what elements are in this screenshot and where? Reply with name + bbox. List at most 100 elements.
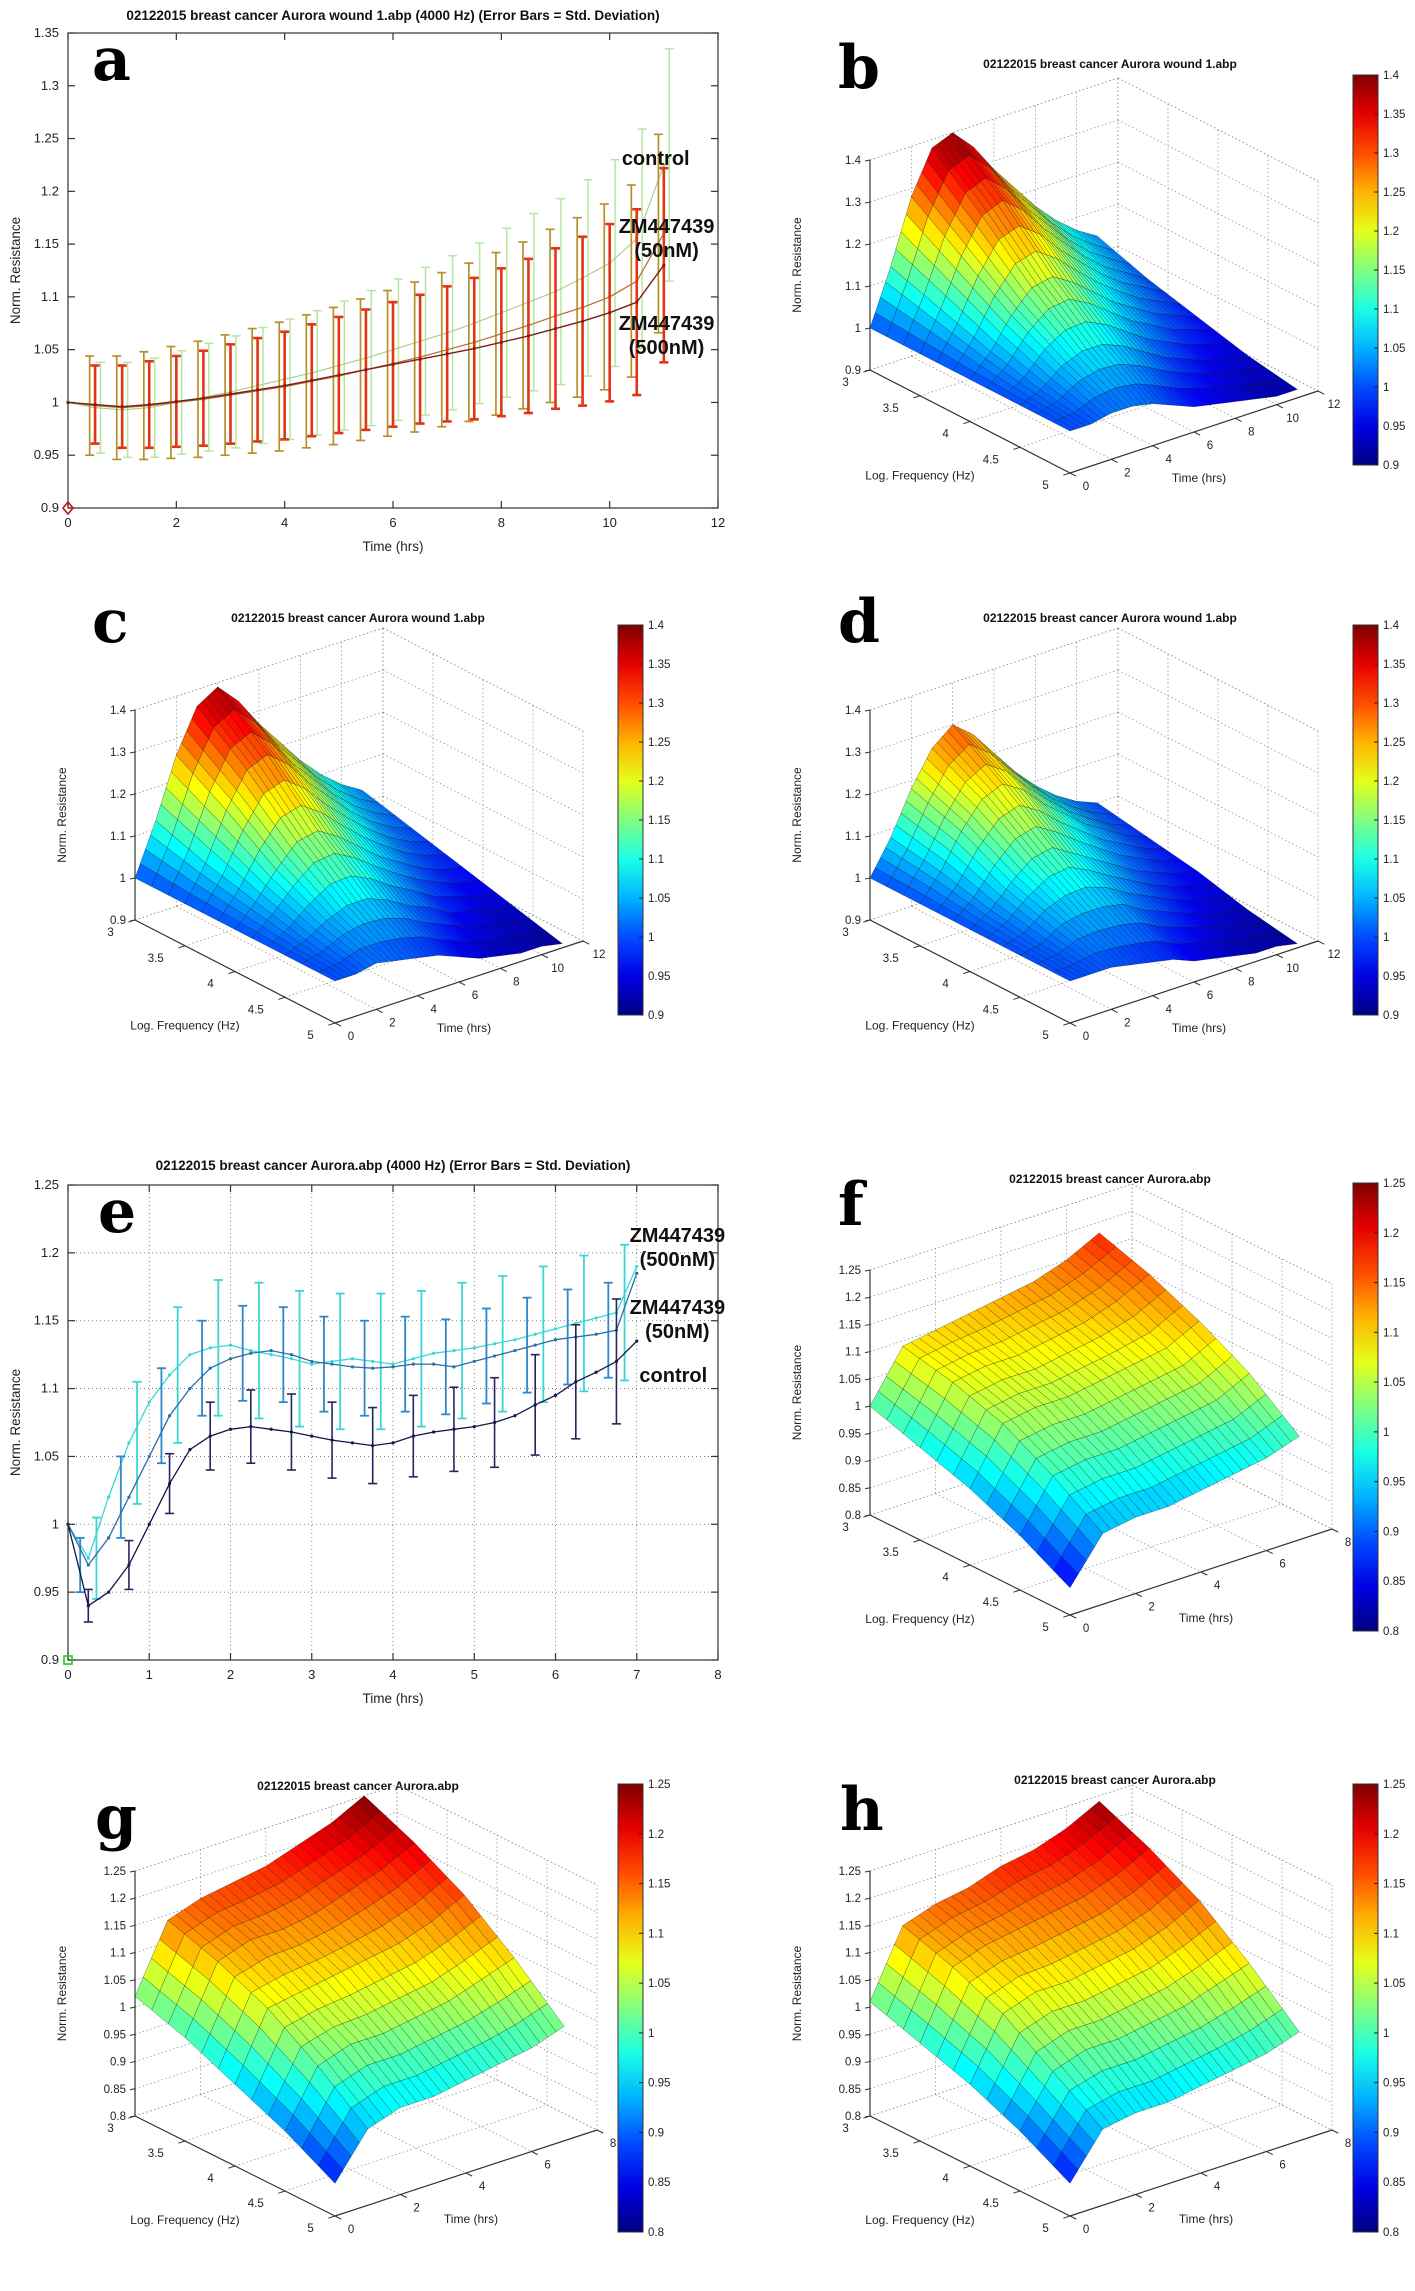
- surface-plot: 0.80.850.90.9511.051.11.151.21.2533.544.…: [55, 1779, 670, 2239]
- svg-text:0.95: 0.95: [839, 2029, 861, 2041]
- svg-text:0.85: 0.85: [839, 1483, 861, 1495]
- axes-3d: [863, 159, 1325, 477]
- svg-text:0: 0: [348, 2224, 354, 2236]
- panel-letter-e: e: [98, 1177, 137, 1247]
- panel-letter-d: d: [838, 587, 880, 657]
- svg-text:3.5: 3.5: [883, 1547, 899, 1559]
- svg-text:0.9: 0.9: [648, 2127, 664, 2139]
- colorbar: 0.8 0.85 0.9 0.95 1 1.05 1.1 1.15 1.2 1.25: [1352, 1779, 1405, 2239]
- panel-letter-f: f: [838, 1170, 864, 1240]
- series-zm447439-50nm-: [66, 133, 666, 461]
- series-zm447439-500nm-: [66, 1243, 639, 1600]
- svg-text:12: 12: [1328, 949, 1341, 961]
- svg-text:4.5: 4.5: [983, 1004, 999, 1016]
- panel-g-surface-chart: 0.80.850.90.9511.051.11.151.21.2533.544.…: [55, 1779, 670, 2239]
- svg-text:Time (hrs): Time (hrs): [1172, 1021, 1226, 1035]
- svg-text:4: 4: [479, 2181, 486, 2193]
- svg-text:4: 4: [942, 1572, 949, 1584]
- svg-text:1.1: 1.1: [845, 1948, 861, 1960]
- svg-text:1.1: 1.1: [1383, 304, 1399, 316]
- svg-text:1.05: 1.05: [34, 1448, 59, 1463]
- svg-text:3.5: 3.5: [148, 953, 164, 965]
- svg-text:1.15: 1.15: [34, 236, 59, 251]
- svg-text:6: 6: [472, 990, 478, 1002]
- svg-text:1.4: 1.4: [1383, 620, 1400, 632]
- svg-text:4: 4: [942, 979, 949, 991]
- axis-labels-3d: 0.8 0.85 0.9 0.95 1 1.05 1.1 1.15 1.2 1.25 3 3.5 4 4.…: [790, 1265, 1351, 1635]
- panel-d-title: 02122015 breast cancer Aurora wound 1.ab…: [983, 611, 1237, 625]
- axis-labels-3d: 0.8 0.85 0.9 0.95 1 1.05 1.1 1.15 1.2 1.25 3 3.5 4 4.…: [55, 1866, 616, 2236]
- svg-text:0.8: 0.8: [110, 2111, 126, 2123]
- svg-text:0.85: 0.85: [648, 2177, 670, 2189]
- svg-text:0.9: 0.9: [648, 1010, 664, 1022]
- svg-text:1.1: 1.1: [1383, 1928, 1399, 1940]
- axes-3d: [128, 709, 590, 1027]
- svg-text:1: 1: [52, 394, 59, 409]
- svg-text:1: 1: [52, 1516, 59, 1531]
- svg-text:0.9: 0.9: [110, 2057, 126, 2069]
- surface-plot: 0.80.850.90.9511.051.11.151.21.2533.544.…: [790, 1178, 1405, 1638]
- svg-text:0.95: 0.95: [648, 2078, 670, 2090]
- svg-text:0.95: 0.95: [839, 1428, 861, 1440]
- svg-text:1.35: 1.35: [34, 25, 59, 40]
- panel-f-title: 02122015 breast cancer Aurora.abp: [1009, 1172, 1211, 1186]
- svg-text:1.3: 1.3: [845, 747, 861, 759]
- axes: 0 1 2 3 4 5 6 7 8 0.9 0.95 1 1.05 1.1 1.15 1.2 1.25 Time …: [8, 1177, 722, 1706]
- origin-marker: [63, 1655, 73, 1665]
- surface-plot: 0.9 1 1.1 1.2 1.3 1.4 3 3.5 4 4.5 5 0 2 4 6 8 10 12 Log. F…: [790, 620, 1405, 1043]
- svg-text:1.2: 1.2: [845, 789, 861, 801]
- svg-text:12: 12: [711, 515, 725, 530]
- svg-text:1: 1: [120, 873, 126, 885]
- svg-text:1.15: 1.15: [1383, 265, 1405, 277]
- series-label: ZM447439 (500nM): [619, 313, 715, 359]
- svg-text:0.8: 0.8: [1383, 1626, 1399, 1638]
- svg-text:3.5: 3.5: [148, 2148, 164, 2160]
- svg-text:0: 0: [1083, 481, 1089, 493]
- series-zm447439-50nm-: [66, 1271, 639, 1594]
- svg-text:0: 0: [1083, 1031, 1089, 1043]
- svg-text:1.2: 1.2: [1383, 226, 1399, 238]
- svg-text:0.95: 0.95: [34, 1584, 59, 1599]
- svg-text:6: 6: [552, 1667, 559, 1682]
- svg-text:1: 1: [855, 2002, 861, 2014]
- svg-text:Norm. Resistance: Norm. Resistance: [55, 767, 69, 863]
- svg-text:7: 7: [633, 1667, 640, 1682]
- svg-text:1.15: 1.15: [648, 815, 670, 827]
- svg-text:1: 1: [1383, 932, 1389, 944]
- series-label: control: [622, 148, 690, 170]
- svg-text:0: 0: [1083, 2224, 1089, 2236]
- svg-text:0.9: 0.9: [1383, 1526, 1399, 1538]
- svg-text:1.25: 1.25: [1383, 187, 1405, 199]
- axis-labels-3d: 0.9 1 1.1 1.2 1.3 1.4 3 3.5 4 4.5 5 0 2 4 6 8 10 12 Log. F…: [790, 705, 1340, 1043]
- svg-text:2: 2: [227, 1667, 234, 1682]
- svg-text:4: 4: [1165, 1004, 1172, 1016]
- svg-text:1.25: 1.25: [1383, 1779, 1405, 1791]
- svg-text:5: 5: [307, 1030, 313, 1042]
- svg-text:3: 3: [842, 1522, 848, 1534]
- svg-text:1.05: 1.05: [839, 1975, 861, 1987]
- svg-text:1.25: 1.25: [104, 1866, 126, 1878]
- svg-text:4: 4: [281, 515, 288, 530]
- svg-text:1: 1: [1383, 1427, 1389, 1439]
- svg-text:0.9: 0.9: [1383, 460, 1399, 472]
- surface-mesh: [869, 1801, 1300, 2184]
- svg-text:5: 5: [1042, 2223, 1048, 2235]
- svg-text:Log. Frequency (Hz): Log. Frequency (Hz): [865, 469, 974, 483]
- colorbar: 0.8 0.85 0.9 0.95 1 1.05 1.1 1.15 1.2 1.25: [1352, 1178, 1405, 1638]
- svg-text:0.85: 0.85: [1383, 2177, 1405, 2189]
- svg-text:Norm. Resistance: Norm. Resistance: [790, 217, 804, 313]
- svg-text:4: 4: [207, 979, 214, 991]
- svg-text:1: 1: [120, 2002, 126, 2014]
- svg-text:1.1: 1.1: [110, 831, 126, 843]
- svg-text:1.35: 1.35: [648, 659, 670, 671]
- svg-text:0.9: 0.9: [845, 365, 861, 377]
- svg-text:4.5: 4.5: [983, 2198, 999, 2210]
- axis-labels-3d: 0.9 1 1.1 1.2 1.3 1.4 3 3.5 4 4.5 5 0 2 4 6 8 10 12 Log. F…: [55, 705, 605, 1043]
- svg-text:Norm. Resistance: Norm. Resistance: [790, 767, 804, 863]
- svg-text:3.5: 3.5: [883, 2148, 899, 2160]
- svg-text:3: 3: [107, 2123, 113, 2135]
- axes: 0 2 4 6 8 10 12 0.9 0.95 1 1.05 1.1 1.15 1.2 1.25 1.3 1.…: [8, 25, 725, 554]
- panel-letter-h: h: [840, 1775, 884, 1845]
- svg-text:1.25: 1.25: [839, 1866, 861, 1878]
- svg-text:8: 8: [714, 1667, 721, 1682]
